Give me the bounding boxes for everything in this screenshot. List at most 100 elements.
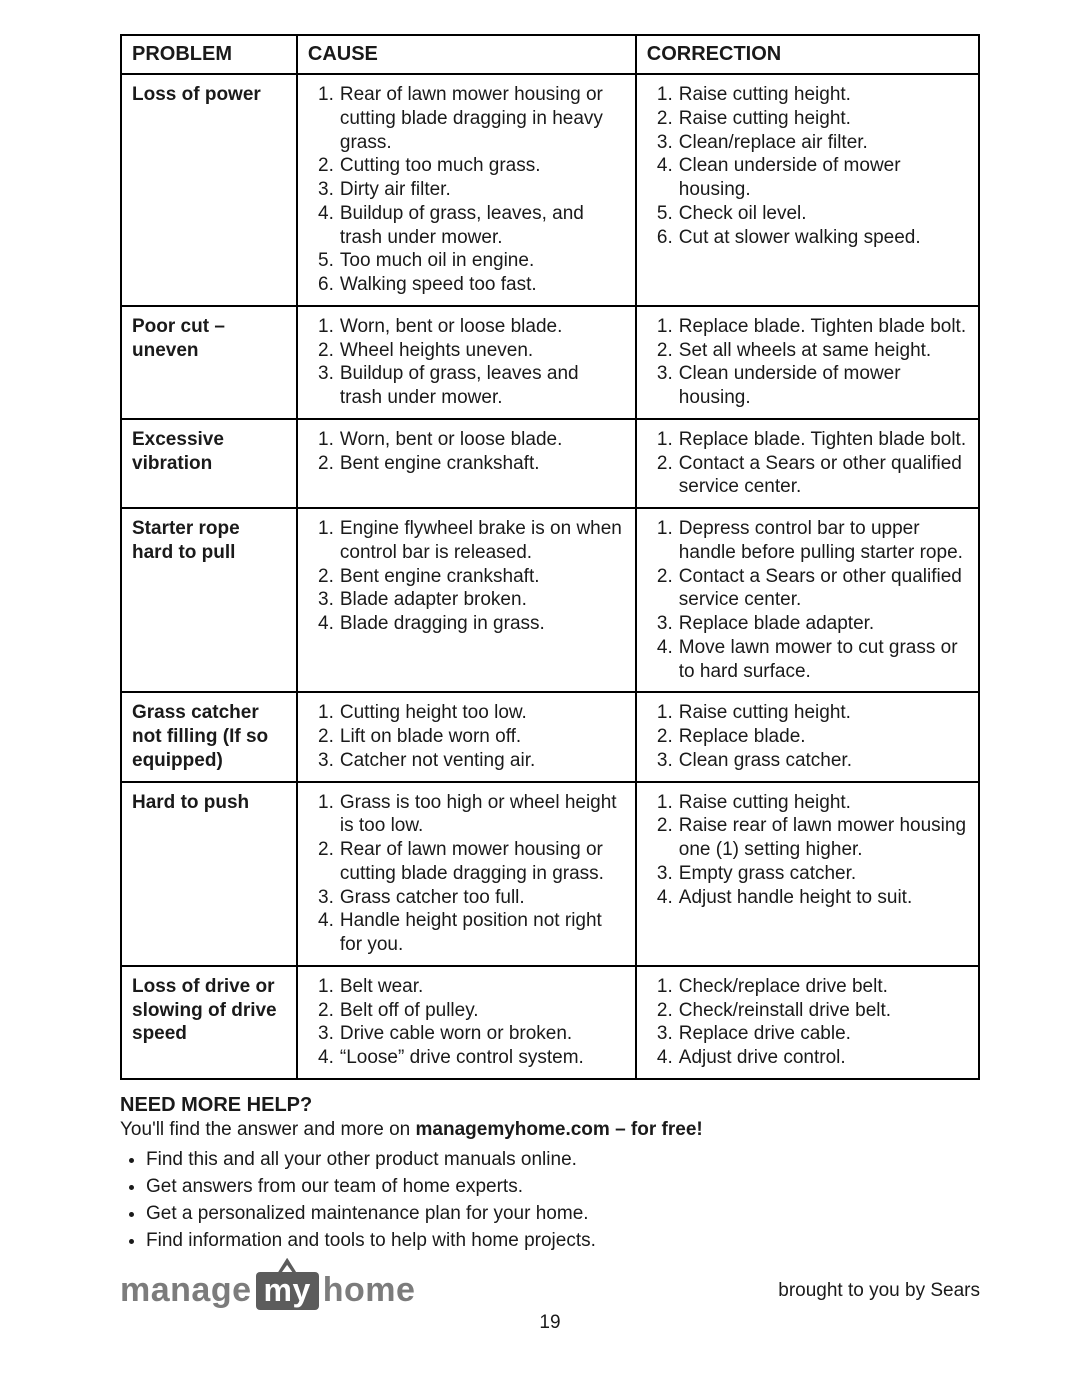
list-item-number: 2. [308,999,340,1023]
list-item-number: 4. [308,909,340,933]
list-item: 3.Blade adapter broken. [308,588,625,612]
list-item-text: Cutting height too low. [340,701,625,725]
numbered-list: 1.Worn, bent or loose blade.2.Wheel heig… [308,315,625,410]
correction-cell: 1.Raise cutting height.2.Raise rear of l… [636,782,979,966]
list-item-number: 4. [647,1046,679,1070]
list-item: 3.Dirty air filter. [308,178,625,202]
list-item-text: Replace drive cable. [679,1022,968,1046]
list-item-number: 3. [647,612,679,636]
problem-cell: Grass catcher not filling (If so equippe… [121,692,297,781]
table-row: Poor cut – uneven1.Worn, bent or loose b… [121,306,979,419]
list-item: 2.Contact a Sears or other qualified ser… [647,565,968,613]
list-item: 3.Catcher not venting air. [308,749,625,773]
cause-cell: 1.Rear of lawn mower housing or cutting … [297,74,636,306]
list-item: 1.Depress control bar to upper handle be… [647,517,968,565]
list-item: 1.Replace blade. Tighten blade bolt. [647,428,968,452]
list-item-text: Buildup of grass, leaves and trash under… [340,362,625,410]
table-row: Hard to push1.Grass is too high or wheel… [121,782,979,966]
correction-cell: 1.Check/replace drive belt.2.Check/reins… [636,966,979,1079]
correction-cell: 1.Raise cutting height.2.Replace blade.3… [636,692,979,781]
list-item-text: Worn, bent or loose blade. [340,428,625,452]
list-item: 2.Raise cutting height. [647,107,968,131]
list-item-number: 1. [647,83,679,107]
list-item-text: Walking speed too fast. [340,273,625,297]
numbered-list: 1.Grass is too high or wheel height is t… [308,791,625,957]
list-item-text: Worn, bent or loose blade. [340,315,625,339]
list-item-text: Raise rear of lawn mower housing one (1)… [679,814,968,862]
list-item-text: Rear of lawn mower housing or cutting bl… [340,83,625,154]
list-item: 1.Replace blade. Tighten blade bolt. [647,315,968,339]
list-item: 4.“Loose” drive control system. [308,1046,625,1070]
numbered-list: 1.Replace blade. Tighten blade bolt.2.Co… [647,428,968,499]
list-item-number: 3. [308,1022,340,1046]
brought-to-you-by: brought to you by Sears [778,1280,980,1302]
list-item-text: Raise cutting height. [679,701,968,725]
logo-pill: my [256,1272,319,1310]
list-item-text: Drive cable worn or broken. [340,1022,625,1046]
list-item: 2.Check/reinstall drive belt. [647,999,968,1023]
list-item-text: Raise cutting height. [679,107,968,131]
list-item: 2.Belt off of pulley. [308,999,625,1023]
list-item: 2.Lift on blade worn off. [308,725,625,749]
list-item: 3.Clean underside of mower housing. [647,362,968,410]
problem-cell: Excessive vibration [121,419,297,508]
list-item-number: 1. [308,975,340,999]
list-item-number: 2. [308,154,340,178]
list-item-number: 3. [647,131,679,155]
list-item-number: 2. [308,838,340,862]
help-bullet: Get a personalized maintenance plan for … [146,1202,980,1227]
list-item: 4.Blade dragging in grass. [308,612,625,636]
list-item: 4.Adjust handle height to suit. [647,886,968,910]
header-problem: PROBLEM [121,35,297,74]
list-item-text: Blade adapter broken. [340,588,625,612]
numbered-list: 1.Raise cutting height.2.Raise cutting h… [647,83,968,249]
help-intro: You'll find the answer and more on manag… [120,1118,980,1143]
list-item: 1.Grass is too high or wheel height is t… [308,791,625,839]
problem-cell: Poor cut – uneven [121,306,297,419]
list-item-number: 3. [647,749,679,773]
numbered-list: 1.Worn, bent or loose blade.2.Bent engin… [308,428,625,476]
list-item-number: 2. [308,725,340,749]
list-item-number: 3. [308,178,340,202]
list-item: 1.Belt wear. [308,975,625,999]
list-item-number: 6. [308,273,340,297]
list-item-text: Clean underside of mower housing. [679,154,968,202]
list-item-text: Depress control bar to upper handle befo… [679,517,968,565]
list-item: 1.Check/replace drive belt. [647,975,968,999]
list-item-text: Cut at slower walking speed. [679,226,968,250]
list-item-text: Replace blade adapter. [679,612,968,636]
list-item-text: Set all wheels at same height. [679,339,968,363]
list-item-text: Dirty air filter. [340,178,625,202]
numbered-list: 1.Check/replace drive belt.2.Check/reins… [647,975,968,1070]
problem-cell: Loss of power [121,74,297,306]
list-item-text: Adjust drive control. [679,1046,968,1070]
list-item-text: Raise cutting height. [679,83,968,107]
list-item-text: Replace blade. Tighten blade bolt. [679,315,968,339]
list-item: 3.Empty grass catcher. [647,862,968,886]
list-item: 2.Set all wheels at same height. [647,339,968,363]
list-item-number: 2. [308,339,340,363]
correction-cell: 1.Replace blade. Tighten blade bolt.2.Se… [636,306,979,419]
list-item: 1.Raise cutting height. [647,701,968,725]
list-item-number: 2. [647,725,679,749]
list-item: 3.Grass catcher too full. [308,886,625,910]
list-item-text: Check/replace drive belt. [679,975,968,999]
list-item-number: 4. [308,202,340,226]
list-item-text: Handle height position not right for you… [340,909,625,957]
list-item-text: Bent engine crankshaft. [340,452,625,476]
table-header-row: PROBLEM CAUSE CORRECTION [121,35,979,74]
list-item-number: 1. [647,428,679,452]
list-item: 3.Drive cable worn or broken. [308,1022,625,1046]
list-item: 6.Walking speed too fast. [308,273,625,297]
list-item-number: 1. [308,517,340,541]
help-block: NEED MORE HELP? You'll find the answer a… [120,1092,980,1253]
numbered-list: 1.Raise cutting height.2.Raise rear of l… [647,791,968,910]
list-item: 1.Rear of lawn mower housing or cutting … [308,83,625,154]
list-item: 2.Replace blade. [647,725,968,749]
list-item-text: Contact a Sears or other qualified servi… [679,565,968,613]
list-item: 2.Bent engine crankshaft. [308,565,625,589]
help-bullet: Get answers from our team of home expert… [146,1175,980,1200]
list-item: 4.Adjust drive control. [647,1046,968,1070]
table-row: Loss of power1.Rear of lawn mower housin… [121,74,979,306]
list-item-number: 2. [647,339,679,363]
